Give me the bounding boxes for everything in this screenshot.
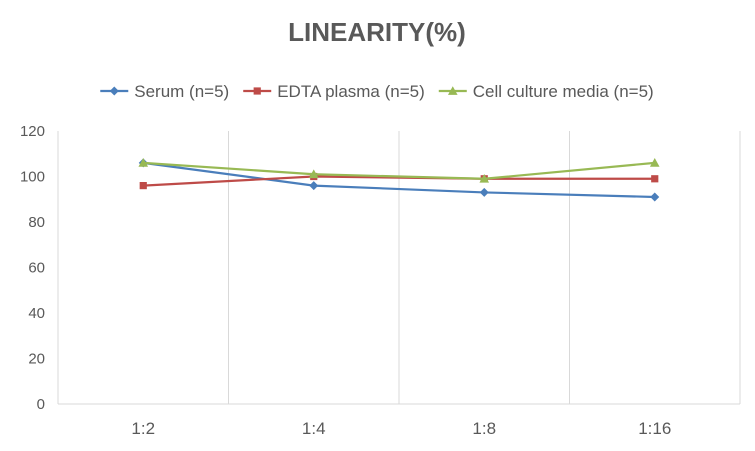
axes: 0 20 40 60 80 100 120 1:2 1:4 1:8 1:16 bbox=[20, 123, 740, 438]
legend-item: Cell culture media (n=5) bbox=[438, 82, 654, 101]
x-tick-label: 1:16 bbox=[638, 419, 671, 438]
legend: Serum (n=5) EDTA plasma (n=5) Cell culture… bbox=[100, 82, 654, 101]
series-line bbox=[143, 161, 655, 199]
data-point bbox=[309, 181, 319, 191]
legend-item: Serum (n=5) bbox=[100, 82, 229, 101]
data-point bbox=[479, 173, 490, 183]
y-tick-label: 120 bbox=[20, 123, 45, 140]
y-tick-label: 20 bbox=[28, 351, 45, 368]
legend-label: Serum (n=5) bbox=[134, 82, 229, 101]
data-point bbox=[479, 187, 489, 197]
data-point bbox=[308, 169, 319, 179]
legend-marker bbox=[253, 87, 261, 95]
y-tick-label: 0 bbox=[37, 396, 45, 413]
y-tick-label: 80 bbox=[28, 214, 45, 231]
x-tick-label: 1:8 bbox=[472, 419, 496, 438]
y-tick-label: 60 bbox=[28, 260, 45, 277]
legend-label: Cell culture media (n=5) bbox=[473, 82, 654, 101]
legend-label: EDTA plasma (n=5) bbox=[277, 82, 425, 101]
data-point bbox=[649, 158, 660, 167]
series-line bbox=[143, 175, 655, 187]
chart-title: LINEARITY(%) bbox=[288, 17, 466, 47]
legend-item: EDTA plasma (n=5) bbox=[243, 82, 425, 101]
x-tick-label: 1:2 bbox=[131, 419, 155, 438]
x-tick-label: 1:4 bbox=[302, 419, 326, 438]
legend-marker bbox=[447, 86, 458, 95]
data-point bbox=[138, 158, 149, 167]
series-layer bbox=[138, 158, 660, 202]
data-point bbox=[139, 182, 147, 190]
series-line bbox=[143, 161, 655, 180]
data-point bbox=[651, 175, 659, 183]
legend-marker bbox=[109, 86, 119, 96]
gridlines bbox=[228, 131, 741, 404]
y-tick-label: 40 bbox=[28, 305, 45, 322]
y-tick-label: 100 bbox=[20, 169, 45, 186]
series-3 bbox=[138, 158, 660, 183]
data-point bbox=[650, 192, 660, 202]
